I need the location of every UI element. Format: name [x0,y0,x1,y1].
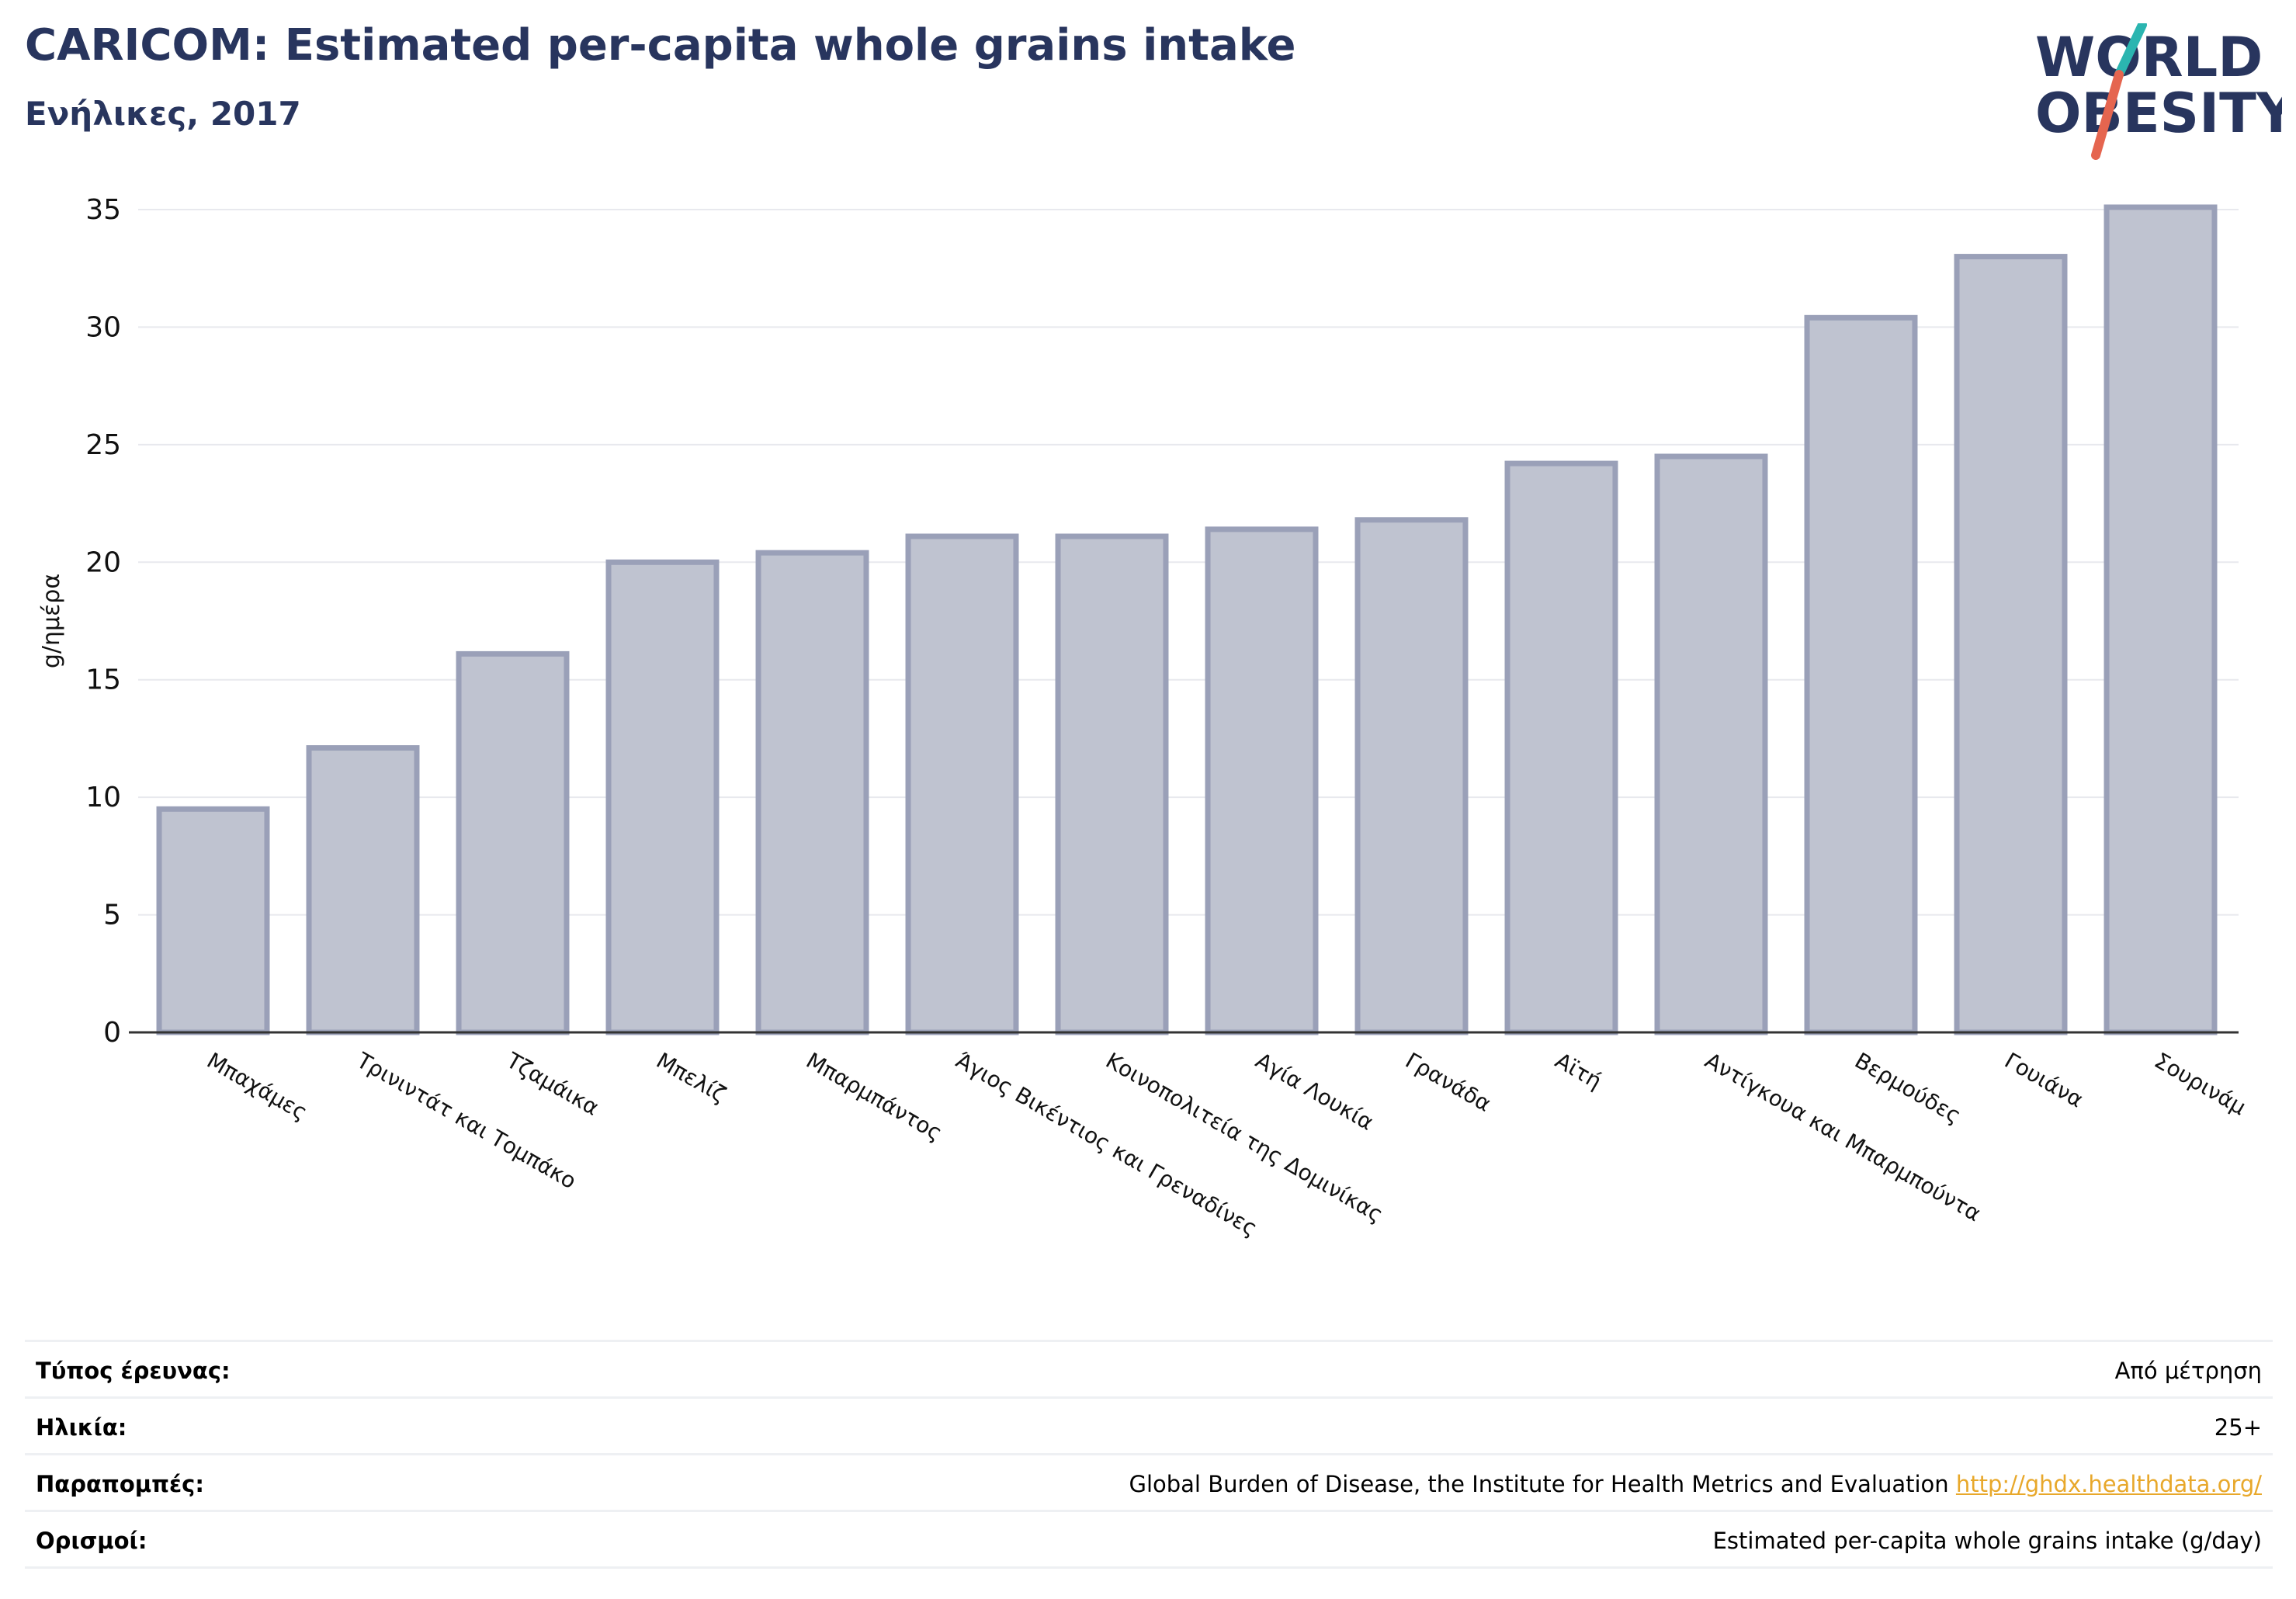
x-tick-label: Άγιος Βικέντιος και Γρεναδίνες [952,1047,1262,1241]
bar[interactable] [1504,460,1618,1035]
metadata-row: Ηλικία: 25+ [25,1396,2273,1453]
x-tick-label: Αγία Λουκία [1251,1047,1378,1135]
bar[interactable] [1654,453,1768,1035]
x-tick-label: Γουιάνα [2000,1047,2088,1112]
y-tick-label: 20 [85,546,121,578]
world-obesity-logo: WORLD OBESITY [2035,23,2282,160]
metadata-row: Ορισμοί: Estimated per-capita whole grain… [25,1510,2273,1569]
bar[interactable] [1804,314,1918,1035]
metadata-label: Παραπομπές: [36,1471,204,1497]
metadata-value: Global Burden of Disease, the Institute … [1129,1471,2262,1497]
grid-lines [138,209,2239,1033]
x-tick-label: Σουρινάμ [2150,1047,2250,1120]
y-tick-label: 5 [103,900,121,931]
bar[interactable] [605,559,720,1035]
y-tick-label: 15 [85,664,121,696]
reference-link[interactable]: http://ghdx.healthdata.org/ [1955,1471,2262,1497]
metadata-row: Παραπομπές: Global Burden of Disease, the… [25,1453,2273,1510]
metadata-row: Τύπος έρευνας: Από μέτρηση [25,1340,2273,1396]
logo-slash-red [2091,70,2124,160]
x-tick-label: Τζαμάικα [501,1047,603,1121]
x-tick-label: Κοινοπολιτεία της Δομινίκας [1101,1047,1388,1227]
y-tick-labels: 0 5 10 15 20 25 30 35 [85,194,121,1049]
logo-slash-teal [2114,23,2147,79]
x-tick-label: Γρανάδα [1401,1047,1496,1116]
x-tick-label: Μπαχάμες [203,1047,312,1125]
bar[interactable] [156,806,270,1035]
y-axis-label: g/ημέρα [38,574,65,668]
x-tick-label: Βερμούδες [1850,1047,1965,1129]
x-tick-label: Μπαρμπάντος [802,1047,947,1146]
bar[interactable] [306,745,420,1035]
y-tick-label: 35 [85,194,121,226]
metadata-value: 25+ [2214,1414,2262,1441]
metadata-table: Τύπος έρευνας: Από μέτρηση Ηλικία: 25+ Παραπ… [25,1340,2273,1569]
bar[interactable] [1954,254,2068,1035]
bar[interactable] [2104,204,2218,1035]
y-tick-label: 30 [85,311,121,343]
y-tick-label: 10 [85,782,121,813]
metadata-value: Από μέτρηση [2115,1358,2262,1384]
bar[interactable] [1055,533,1169,1035]
logo-line2: OBESITY [2035,82,2282,145]
metadata-value-text: Global Burden of Disease, the Institute … [1129,1471,1956,1497]
x-tick-label: Αντίγκουα και Μπαρμπούντα [1701,1047,1986,1226]
x-tick-label: Αϊτή [1551,1047,1606,1094]
metadata-label: Ορισμοί: [36,1528,147,1554]
metadata-label: Ηλικία: [36,1414,127,1441]
x-tick-label: Μπελίζ [652,1047,730,1107]
metadata-value-text: Estimated per-capita whole grains intake… [1712,1528,2262,1554]
metadata-value-text: Από μέτρηση [2114,1358,2262,1384]
logo-line1: WORLD [2035,26,2263,89]
metadata-value-text: 25+ [2214,1414,2262,1441]
metadata-value: Estimated per-capita whole grains intake… [1713,1528,2262,1554]
bar[interactable] [755,550,869,1035]
bar[interactable] [456,650,570,1035]
metadata-label: Τύπος έρευνας: [36,1358,231,1384]
bar[interactable] [1354,517,1469,1035]
y-tick-label: 25 [85,429,121,461]
y-tick-label: 0 [103,1017,121,1049]
bar[interactable] [905,533,1019,1035]
bar[interactable] [1205,526,1319,1035]
bars [156,204,2218,1035]
bar-chart: 0 5 10 15 20 25 30 35 Μπαχάμες Τρινιντάτ και Τομ… [38,194,2250,1241]
chart-title: CARICOM: Estimated per-capita whole grai… [25,20,1296,71]
chart-subtitle: Ενήλικες, 2017 [25,95,301,133]
